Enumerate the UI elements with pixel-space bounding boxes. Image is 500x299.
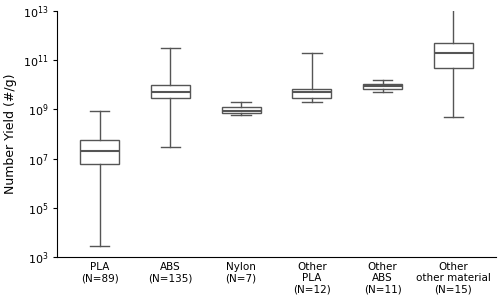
PathPatch shape (363, 84, 402, 89)
PathPatch shape (151, 85, 190, 98)
PathPatch shape (434, 43, 473, 68)
Y-axis label: Number Yield (#/g): Number Yield (#/g) (4, 74, 17, 194)
PathPatch shape (222, 108, 260, 113)
PathPatch shape (292, 89, 332, 98)
PathPatch shape (80, 140, 119, 164)
